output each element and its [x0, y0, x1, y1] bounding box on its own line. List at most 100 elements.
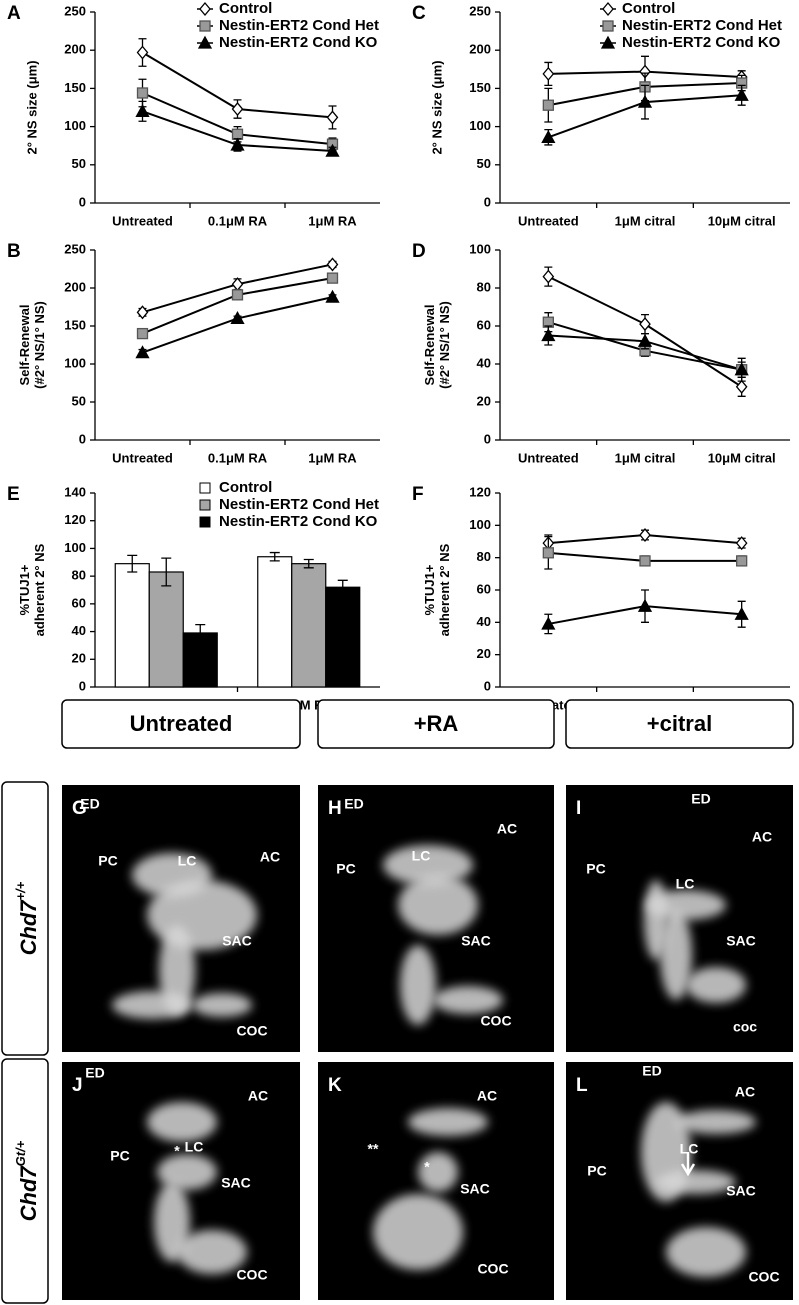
- y-tick-label: 0: [79, 431, 86, 446]
- arrow: [680, 1152, 696, 1177]
- column-header-box: [317, 699, 555, 749]
- marker: [231, 102, 244, 117]
- y-axis-label: adherent 2° NS: [437, 543, 452, 636]
- y-tick-label: 60: [72, 595, 86, 610]
- y-tick-label: 40: [72, 623, 86, 638]
- marker: [135, 103, 150, 117]
- legend-label: Nestin-ERT2 Cond Het: [622, 17, 782, 34]
- inner-ear-structure: [398, 875, 478, 935]
- y-tick-label: 0: [79, 194, 86, 209]
- structure-label: LC: [178, 853, 197, 869]
- inner-ear-structure: [676, 1110, 756, 1134]
- panel-letter: G: [72, 798, 87, 819]
- marker: [541, 129, 556, 143]
- inner-ear-structure: [408, 1108, 488, 1136]
- legend-swatch: [199, 499, 211, 511]
- legend-label: Control: [219, 0, 272, 17]
- marker: [637, 94, 653, 108]
- y-tick-label: 250: [64, 3, 86, 18]
- y-tick-label: 0: [484, 678, 491, 693]
- x-tick-label: 0.1μM RA: [208, 213, 268, 228]
- marker: [542, 99, 554, 111]
- structure-label: AC: [248, 1088, 268, 1104]
- y-tick-label: 50: [72, 156, 86, 171]
- marker: [325, 143, 340, 157]
- marker: [135, 345, 150, 359]
- row-header-base: Chd7: [16, 1165, 41, 1222]
- legend-marker: [199, 1, 211, 17]
- x-tick-label: 1μM citral: [615, 450, 676, 465]
- structure-label: AC: [497, 821, 517, 837]
- structure-label: COC: [236, 1267, 267, 1283]
- y-tick-label: 80: [477, 549, 491, 564]
- marker: [637, 598, 653, 612]
- y-tick-label: 100: [469, 517, 491, 532]
- inner-ear-structure: [157, 1154, 217, 1190]
- y-tick-label: 40: [477, 355, 491, 370]
- bar: [291, 563, 327, 688]
- structure-label: SAC: [461, 933, 491, 949]
- legend-marker: [602, 1, 614, 17]
- x-tick-label: Untreated: [112, 450, 173, 465]
- x-tick-label: 1μM RA: [308, 450, 357, 465]
- structure-label: SAC: [726, 1183, 756, 1199]
- x-tick-label: 10μM citral: [708, 213, 776, 228]
- marker: [735, 379, 748, 394]
- inner-ear-structure: [177, 1230, 247, 1274]
- y-tick-label: 0: [79, 678, 86, 693]
- marker: [542, 66, 555, 81]
- x-tick-label: Untreated: [112, 213, 173, 228]
- marker: [136, 327, 149, 340]
- inner-ear-structure: [644, 880, 668, 960]
- y-tick-label: 200: [64, 42, 86, 57]
- x-tick-label: 0.1μM RA: [208, 450, 268, 465]
- inner-ear-structure: [418, 1152, 458, 1192]
- marker: [542, 547, 554, 559]
- error-bar: [303, 558, 314, 569]
- row-header: Chd7Gt/+: [13, 1140, 40, 1221]
- legend-swatch: [199, 516, 211, 528]
- marker: [637, 333, 653, 347]
- structure-label: PC: [98, 853, 117, 869]
- structure-label: coc: [733, 1019, 757, 1035]
- y-axis-label: adherent 2° NS: [32, 543, 47, 636]
- structure-label: COC: [480, 1013, 511, 1029]
- y-tick-label: 250: [64, 241, 86, 256]
- marker: [541, 616, 556, 630]
- marker: [736, 555, 748, 567]
- marker: [231, 277, 244, 292]
- marker: [325, 289, 340, 303]
- y-tick-label: 20: [477, 393, 491, 408]
- structure-label: SAC: [222, 933, 252, 949]
- row-header-sup: Gt/+: [13, 1140, 28, 1166]
- structure-label: PC: [110, 1148, 129, 1164]
- marker: [136, 45, 149, 60]
- panel-letter: B: [7, 241, 21, 262]
- y-tick-label: 250: [469, 3, 491, 18]
- structure-label: COC: [748, 1269, 779, 1285]
- legend-marker: [600, 35, 616, 49]
- bar: [325, 586, 361, 688]
- row-header-box: [1, 781, 49, 1056]
- panel-letter: L: [576, 1075, 588, 1096]
- structure-label: PC: [587, 1163, 606, 1179]
- legend-label: Control: [622, 0, 675, 17]
- legend-marker: [197, 35, 213, 49]
- y-tick-label: 100: [64, 355, 86, 370]
- structure-label: ED: [642, 1063, 661, 1079]
- structure-label: COC: [477, 1261, 508, 1277]
- y-axis-label: Self-Renewal: [17, 305, 32, 386]
- structure-label: AC: [260, 849, 280, 865]
- y-tick-label: 100: [469, 241, 491, 256]
- marker: [230, 311, 245, 325]
- structure-label: ED: [691, 791, 710, 807]
- panel-letter: F: [412, 484, 424, 505]
- legend-label: Nestin-ERT2 Cond KO: [622, 34, 781, 51]
- y-axis-label: Self-Renewal: [422, 305, 437, 386]
- column-header-box: [61, 699, 301, 749]
- marker: [734, 362, 749, 376]
- y-tick-label: 20: [477, 646, 491, 661]
- y-tick-label: 150: [469, 80, 491, 95]
- structure-label: LC: [412, 848, 431, 864]
- inner-ear-structure: [373, 1194, 463, 1270]
